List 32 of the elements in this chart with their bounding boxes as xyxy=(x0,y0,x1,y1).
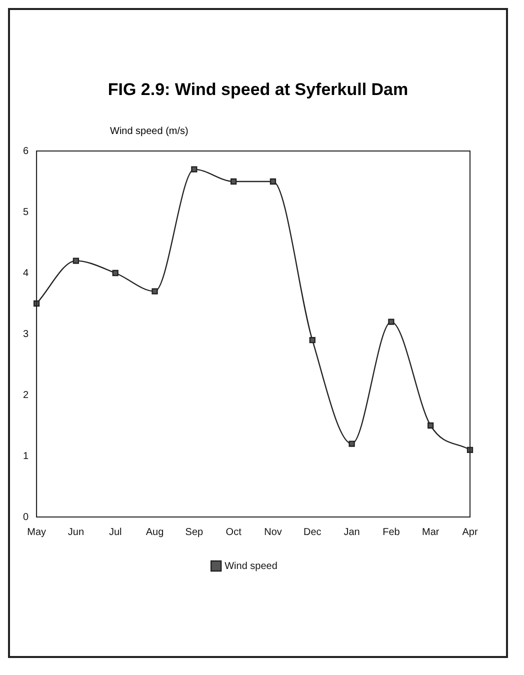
chart-title: FIG 2.9: Wind speed at Syferkull Dam xyxy=(106,79,410,100)
point xyxy=(388,318,394,325)
point xyxy=(428,422,434,429)
point xyxy=(270,178,276,185)
point xyxy=(230,178,237,185)
point xyxy=(309,337,316,344)
x-tick-label: Nov xyxy=(264,526,282,538)
x-tick-label: Oct xyxy=(226,526,242,538)
legend-label: Wind speed xyxy=(224,560,278,572)
y-axis-title: Wind speed (m/s) xyxy=(110,126,190,137)
x-tick-label: Mar xyxy=(422,526,440,538)
x-tick-label: Aug xyxy=(146,526,164,538)
y-tick-label: 5 xyxy=(23,206,29,218)
x-tick-label: Apr xyxy=(462,526,478,538)
point xyxy=(72,258,80,264)
point xyxy=(112,270,118,276)
y-tick-label: 1 xyxy=(23,450,29,462)
x-tick-label: Dec xyxy=(303,526,322,538)
x-tick-label: Sep xyxy=(185,526,204,538)
y-tick-label: 2 xyxy=(23,390,29,401)
y-tick-label: 0 xyxy=(23,512,29,523)
point xyxy=(152,288,158,294)
x-tick-label: Jun xyxy=(68,526,84,538)
x-tick-label: Jul xyxy=(108,526,122,538)
x-tick-label: Jan xyxy=(344,526,360,538)
x-tick-label: May xyxy=(27,526,46,538)
point xyxy=(348,440,355,447)
y-tick-label: 3 xyxy=(23,328,29,340)
point xyxy=(191,166,198,172)
y-tick-label: 6 xyxy=(23,146,29,157)
x-tick-label: Feb xyxy=(382,526,400,538)
y-tick-label: 4 xyxy=(23,268,29,279)
